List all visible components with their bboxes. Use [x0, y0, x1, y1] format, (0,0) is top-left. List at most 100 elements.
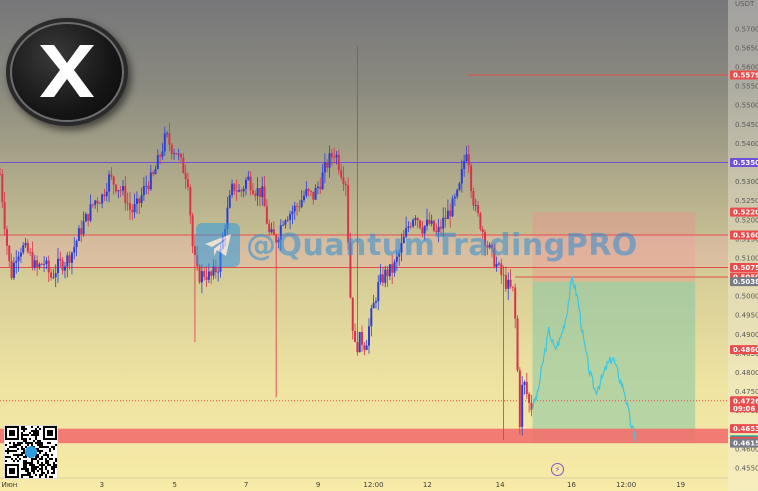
qr-module: [13, 442, 15, 444]
candle-body: [26, 242, 29, 253]
qr-module: [37, 454, 39, 456]
qr-module: [41, 444, 43, 446]
candle-body: [416, 218, 419, 221]
qr-module: [37, 462, 39, 464]
candle-body: [68, 255, 71, 263]
candle-body: [275, 234, 278, 243]
qr-module: [25, 438, 27, 440]
level-tag-0.5350: [730, 157, 758, 167]
qr-module: [9, 442, 11, 444]
qr-module: [55, 466, 57, 468]
candle-body: [233, 183, 236, 191]
candle-body: [131, 209, 134, 213]
candle-body: [166, 133, 169, 134]
qr-module: [45, 446, 47, 448]
candle-body: [84, 214, 87, 222]
qr-module: [53, 472, 55, 474]
qr-module: [21, 426, 23, 428]
level-tag-0.5220: [730, 207, 758, 217]
candle-body: [523, 381, 526, 385]
qr-module: [21, 434, 23, 436]
qr-module: [23, 428, 25, 430]
qr-module: [31, 468, 33, 470]
qr-module: [7, 456, 9, 458]
y-tick-label: 0.4950: [735, 312, 758, 320]
level-tag-0.4653: [730, 424, 758, 434]
candle-body: [33, 260, 36, 268]
candle-body: [238, 190, 241, 192]
qr-module: [25, 442, 27, 444]
candle-body: [377, 281, 380, 302]
qr-module: [41, 446, 43, 448]
qr-module: [33, 432, 35, 434]
qr-module: [21, 468, 23, 470]
candle-body: [138, 198, 141, 203]
candle-body: [24, 242, 27, 246]
candle-body: [193, 246, 196, 256]
qr-module: [33, 472, 35, 474]
candle-body: [428, 219, 431, 224]
qr-module: [45, 454, 47, 456]
qr-module: [29, 432, 31, 434]
candle-body: [349, 242, 352, 298]
candle-body: [203, 271, 206, 277]
candle-body: [161, 151, 164, 157]
candle-body: [159, 155, 162, 157]
qr-module: [35, 466, 37, 468]
qr-module: [25, 466, 27, 468]
qr-module: [41, 472, 43, 474]
candle-body: [477, 205, 480, 214]
candle-body: [177, 153, 180, 155]
qr-module: [47, 462, 49, 464]
candle-body: [43, 263, 46, 265]
candle-body: [75, 240, 78, 248]
candle-body: [124, 186, 127, 203]
candle-body: [423, 225, 426, 234]
x-tick-label: 12:00: [616, 481, 636, 489]
candle-body: [474, 205, 477, 206]
candle-body: [395, 256, 398, 262]
candle-body: [256, 188, 259, 196]
qr-module: [37, 470, 39, 472]
candle-body: [244, 179, 247, 189]
x-tick-label: Июн: [2, 481, 18, 489]
candle-body: [296, 205, 299, 207]
qr-module: [13, 444, 15, 446]
qr-module: [29, 476, 31, 478]
candle-body: [363, 344, 366, 350]
qr-module: [49, 476, 51, 478]
candle-body: [356, 342, 359, 353]
qr-module: [23, 450, 25, 452]
candle-body: [516, 318, 519, 371]
qr-module: [21, 448, 23, 450]
candle-body: [286, 219, 289, 221]
lightning-icon[interactable]: ⚡: [551, 463, 564, 476]
y-tick-label: 0.5200: [735, 216, 758, 224]
candle-body: [249, 176, 252, 191]
candle-body: [22, 245, 25, 253]
candle-body: [121, 186, 124, 191]
qr-module: [27, 474, 29, 476]
candle-body: [180, 153, 183, 158]
candle-body: [500, 263, 503, 275]
y-tick-label: 0.5100: [735, 254, 758, 262]
candle-body: [126, 202, 129, 204]
qr-module: [13, 446, 15, 448]
level-tag-text: 0.5075: [733, 264, 758, 272]
qr-module: [37, 426, 39, 428]
candle-body: [15, 260, 18, 263]
candle-body: [528, 393, 531, 403]
candle-body: [175, 153, 178, 155]
qr-module: [55, 464, 57, 466]
candle-body: [77, 228, 80, 241]
qr-module: [23, 426, 25, 428]
candle-body: [328, 153, 331, 168]
candle-body: [173, 153, 176, 155]
candle-body: [261, 186, 264, 197]
qr-module: [23, 430, 25, 432]
qr-module: [51, 466, 53, 468]
candle-body: [453, 196, 456, 199]
qr-module: [23, 464, 25, 466]
y-tick-label: 0.4550: [735, 465, 758, 473]
candle-body: [333, 157, 336, 158]
